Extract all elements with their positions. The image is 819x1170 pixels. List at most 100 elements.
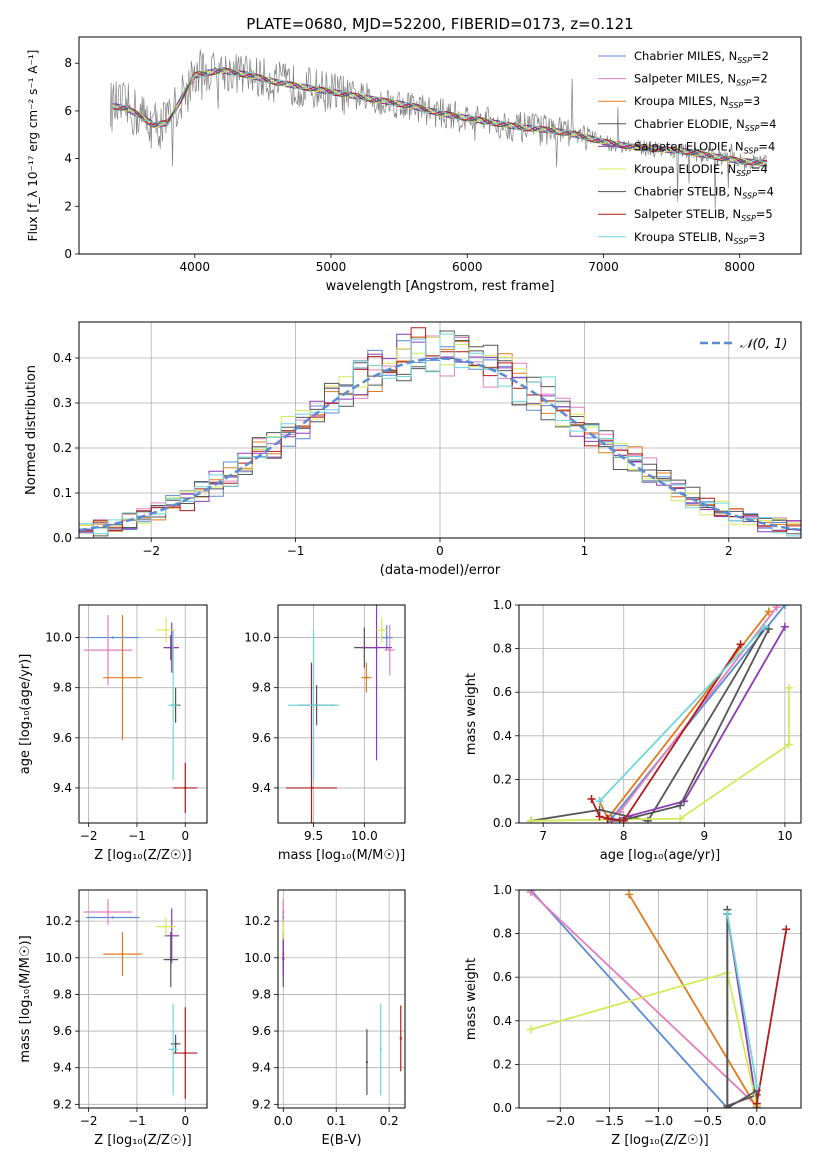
weight-vs-age-plot-area	[527, 605, 793, 823]
weight-line	[530, 971, 758, 1106]
residuals-ytick-label: 0.4	[53, 351, 72, 365]
legend-label: Kroupa MILES, NSSP=3	[634, 94, 760, 110]
age-vs-mass-frame	[277, 604, 406, 824]
data-point	[379, 1048, 382, 1051]
weight-marker	[676, 801, 685, 810]
residuals-xlabel: (data-model)/error	[380, 563, 501, 578]
spectrum-ytick-label: 8	[64, 56, 72, 70]
spectrum-axes: 4000 5000 6000 7000 8000 0 2 4 6 8	[64, 56, 755, 274]
weight-vs-age-xlabel: age [log₁₀(age/yr)]	[600, 848, 721, 863]
spectrum-ytick-label: 6	[64, 104, 72, 118]
legend-subscript: SSP	[741, 214, 756, 223]
weight-line	[726, 913, 758, 1087]
age-vs-mass-xtick-label: 10.0	[351, 829, 378, 843]
data-point	[184, 1051, 187, 1055]
spectrum-ytick-label: 4	[64, 152, 72, 166]
spectrum-frame	[78, 36, 802, 255]
legend-model-name: Kroupa STELIB, N	[634, 230, 734, 244]
weight-marker	[625, 890, 634, 899]
mass-vs-z-plot-area	[83, 899, 198, 1099]
weight-marker	[603, 814, 612, 823]
weight-line	[598, 610, 770, 821]
legend-subscript: SSP	[736, 169, 751, 178]
spectrum-xtick-label: 7000	[588, 260, 619, 274]
spectrum-plot-area	[109, 49, 768, 209]
legend-label: Kroupa ELODIE, NSSP=4	[634, 162, 768, 178]
weight-line	[628, 893, 758, 1108]
data-point	[282, 929, 285, 932]
legend-nssp: =2	[752, 49, 769, 63]
age-vs-mass-ytick-label: 9.6	[252, 731, 271, 745]
mass-vs-ebv-ytick-label: 9.2	[252, 1097, 271, 1111]
spectrum-ylabel: Flux [f_λ 10⁻¹⁷ erg cm⁻² s⁻¹ A⁻¹]	[26, 50, 40, 242]
weight-marker	[760, 622, 769, 631]
residuals-ylabel: Normed distribution	[24, 365, 39, 495]
age-vs-z-plot-area	[83, 615, 198, 813]
weight-vs-age-ylabel: mass weight	[464, 673, 479, 755]
legend-model-name: Salpeter ELODIE, N	[634, 139, 744, 153]
weight-vs-z-xtick-label: −0.5	[693, 1114, 722, 1128]
legend-model-name: Salpeter MILES, N	[634, 72, 736, 86]
weight-line	[726, 914, 758, 1108]
weight-line	[531, 687, 790, 822]
mass-vs-z-ytick-label: 9.6	[53, 1024, 72, 1038]
weight-marker	[752, 1099, 761, 1108]
mass-vs-z-frame	[78, 889, 208, 1109]
legend-nssp: =2	[751, 72, 768, 86]
data-point	[388, 648, 391, 652]
legend-nssp: =4	[757, 185, 774, 199]
spectrum-ytick-label: 0	[64, 247, 72, 261]
age-vs-z-axes: −2 −1 0 9.4 9.6 9.8 10.0	[45, 605, 207, 843]
mass-vs-ebv-frame	[277, 889, 406, 1109]
weight-marker	[723, 1104, 732, 1108]
mass-vs-ebv-axes: 0.0 0.1 0.2 9.2 9.4 9.6 9.8 10.0 10.2	[244, 890, 405, 1128]
age-vs-z-ytick-label: 9.4	[53, 781, 72, 795]
mass-vs-z-ytick-label: 10.2	[45, 914, 72, 928]
legend-subscript: SSP	[737, 56, 752, 65]
data-point	[111, 916, 115, 919]
legend-subscript: SSP	[729, 101, 744, 110]
residuals-ytick-label: 0.3	[53, 396, 72, 410]
data-point	[375, 646, 378, 649]
residuals-xtick-label: −2	[142, 544, 160, 558]
data-point	[399, 1037, 402, 1040]
mass-vs-ebv-xlabel: E(B-V)	[321, 1133, 361, 1148]
normal-curve	[79, 357, 801, 532]
data-point	[385, 636, 388, 639]
legend-label: Chabrier STELIB, NSSP=4	[634, 185, 774, 201]
weight-marker	[587, 795, 596, 804]
legend-model-name: Kroupa MILES, N	[634, 94, 729, 108]
mass-vs-ebv-ytick-label: 10.2	[244, 914, 271, 928]
model-spectrum-line	[112, 67, 768, 165]
data-point	[121, 952, 124, 956]
weight-vs-z-xtick-label: −1.0	[644, 1114, 673, 1128]
legend-subscript: SSP	[745, 124, 760, 133]
legend-label: Salpeter STELIB, NSSP=5	[634, 207, 773, 223]
weight-marker	[527, 816, 536, 823]
legend-subscript: SSP	[736, 79, 751, 88]
spectrum-xtick-label: 8000	[724, 260, 755, 274]
residuals-ytick-label: 0.2	[53, 441, 72, 455]
weight-line	[530, 890, 728, 1108]
weight-vs-age-ytick-label: 0.8	[493, 642, 512, 656]
age-vs-mass-xtick-label: 9.5	[304, 829, 323, 843]
age-vs-z-ytick-label: 9.6	[53, 731, 72, 745]
legend-model-name: Kroupa ELODIE, N	[634, 162, 736, 176]
legend-nssp: =4	[758, 139, 775, 153]
age-vs-z-xlabel: Z [log₁₀(Z/Z☉)]	[94, 848, 191, 863]
legend-label: Salpeter ELODIE, NSSP=4	[634, 139, 775, 155]
mass-vs-ebv-ytick-label: 9.6	[252, 1024, 271, 1038]
age-vs-mass-plot-area	[286, 605, 395, 823]
mass-vs-ebv-plot-area	[282, 899, 402, 1096]
residuals-axes: −2 −1 0 1 2 0.0 0.1 0.2 0.3 0.4	[53, 322, 801, 558]
age-vs-z-ytick-label: 10.0	[45, 631, 72, 645]
residuals-xtick-label: 2	[725, 544, 733, 558]
weight-vs-z-xtick-label: −1.5	[595, 1114, 624, 1128]
legend-nssp: =3	[748, 230, 765, 244]
data-point	[380, 628, 383, 632]
residuals-xtick-label: 1	[581, 544, 589, 558]
legend-label: Salpeter MILES, NSSP=2	[634, 72, 768, 88]
data-point	[106, 910, 110, 914]
model-spectrum-line	[112, 69, 768, 166]
